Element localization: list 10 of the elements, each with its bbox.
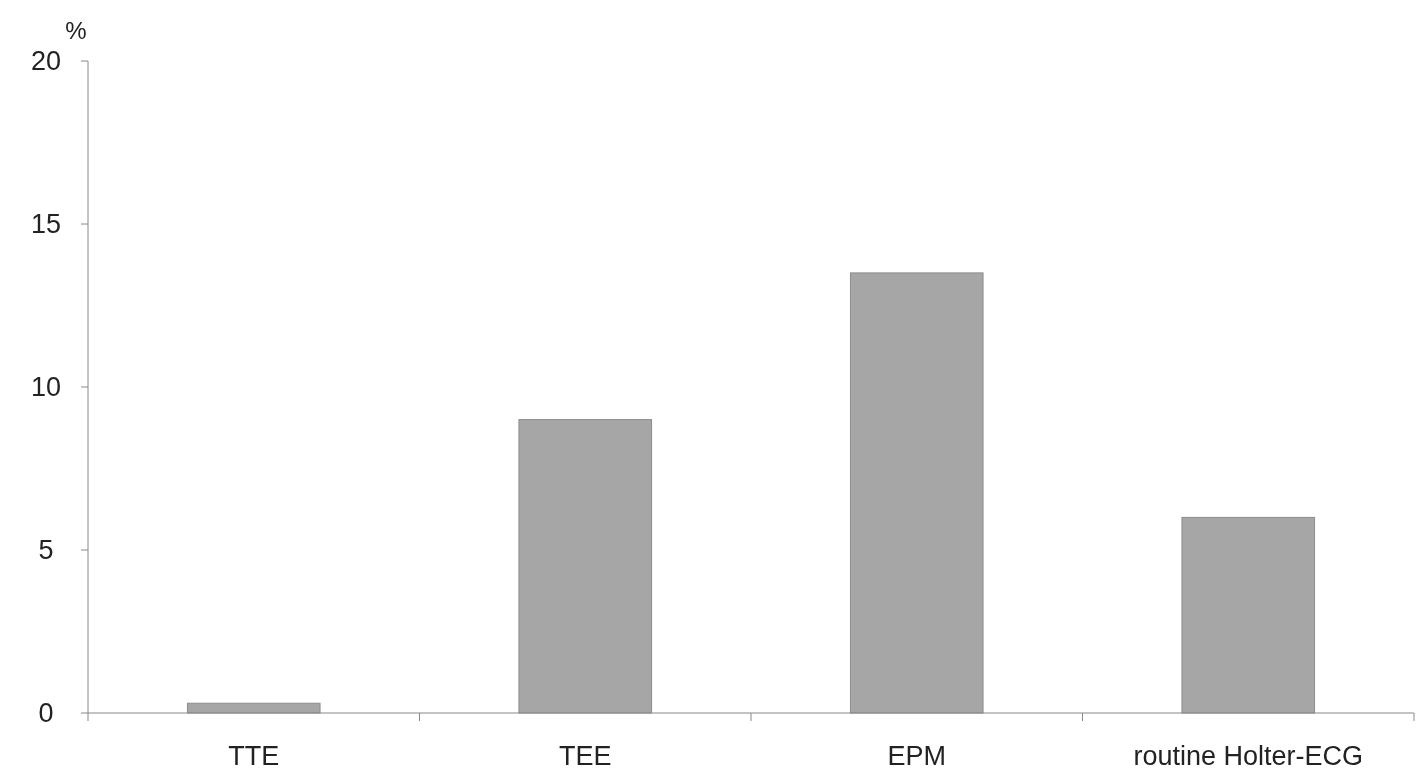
y-tick-label: 10 <box>30 372 62 403</box>
x-tick-label: routine Holter-ECG <box>1133 741 1364 771</box>
x-tick-label: TTE <box>228 741 280 771</box>
y-tick-label: 0 <box>38 698 54 729</box>
y-axis-title: % <box>65 17 87 44</box>
y-tick-label: 5 <box>38 535 54 566</box>
x-tick-label: TEE <box>558 741 612 771</box>
y-tick-label: 20 <box>30 46 62 77</box>
y-tick-label: 15 <box>30 209 62 240</box>
x-tick-label: EPM <box>887 741 947 771</box>
